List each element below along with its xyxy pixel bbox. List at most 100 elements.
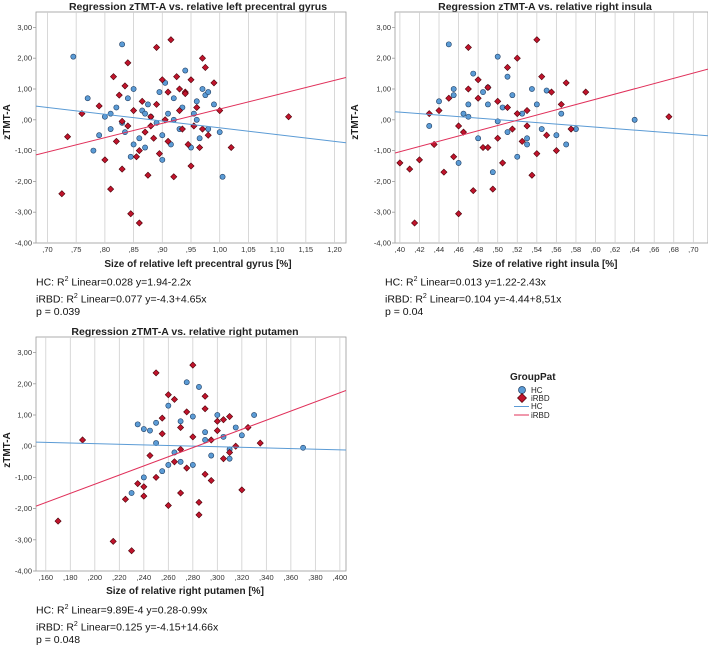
chart-left-precentral-gyrus: Regression zTMT-A vs. relative left prec… <box>2 1 347 270</box>
legend-title: GroupPat <box>510 372 556 383</box>
stat-irbd: iRBD: R2 Linear=0.077 y=-4.3+4.65x <box>36 292 207 306</box>
irbd-point <box>115 91 123 99</box>
hc-point <box>533 101 540 108</box>
y-tick-label: 3,00 <box>17 23 32 32</box>
irbd-point <box>127 210 135 218</box>
hc-point <box>470 70 477 77</box>
irbd-point <box>109 73 118 81</box>
irbd-point <box>121 82 129 90</box>
hc-point <box>202 437 208 443</box>
y-tick-label: 2,00 <box>17 54 32 63</box>
irbd-point <box>494 134 502 142</box>
hc-point <box>90 147 97 154</box>
x-tick-label: ,56 <box>551 245 561 254</box>
irbd-point <box>557 100 565 108</box>
x-axis-label: Size of relative right putamen [%] <box>106 586 264 597</box>
hc-point <box>205 126 212 132</box>
stat-hc: HC: R2 Linear=9.89E-4 y=0.28-0.99x <box>36 604 208 617</box>
hc-point <box>504 129 511 136</box>
x-tick-label: ,50 <box>492 245 502 254</box>
irbd-point <box>107 185 115 193</box>
x-tick-label: 1,10 <box>270 245 285 254</box>
hc-point <box>426 123 433 129</box>
hc-point <box>183 379 190 386</box>
hc-point <box>107 126 114 132</box>
irbd-point <box>54 517 62 525</box>
irbd-point <box>184 140 192 148</box>
irbd-point <box>523 107 531 115</box>
irbd-point <box>396 159 404 167</box>
irbd-point <box>153 100 161 108</box>
hc-point <box>159 156 166 163</box>
x-tick-label: ,60 <box>590 245 600 254</box>
hc-point <box>524 141 530 148</box>
hc-point <box>485 101 491 108</box>
irbd-point <box>459 128 467 136</box>
irbd-point <box>201 470 209 478</box>
irbd-point <box>135 219 143 227</box>
hc-point <box>182 67 189 74</box>
x-tick-label: ,68 <box>669 245 679 254</box>
hc-point <box>450 92 457 99</box>
chart-title: Regression zTMT-A vs. relative left prec… <box>69 1 327 13</box>
hc-point <box>196 135 203 142</box>
irbd-point <box>226 448 234 456</box>
hc-point <box>159 468 166 475</box>
irbd-point <box>415 156 423 164</box>
irbd-fit-line <box>36 389 346 507</box>
x-tick-label: ,44 <box>434 245 444 254</box>
x-tick-label: 1,20 <box>327 245 342 254</box>
irbd-point <box>538 73 546 81</box>
hc-point <box>165 462 172 468</box>
hc-point <box>140 474 147 481</box>
stat-hc: HC: R2 Linear=0.013 y=1.22-2.43x <box>385 276 546 289</box>
irbd-point <box>513 110 521 118</box>
hc-point <box>96 132 103 139</box>
x-tick-label: ,280 <box>186 573 201 582</box>
irbd-point <box>121 495 129 503</box>
hc-point <box>170 95 177 102</box>
x-tick-label: ,48 <box>473 245 483 254</box>
irbd-point <box>141 128 149 136</box>
irbd-point <box>219 416 227 424</box>
irbd-point <box>528 171 536 179</box>
irbd-point <box>118 165 126 173</box>
chart-right-insula: Regression zTMT-A vs. relative right ins… <box>350 1 708 270</box>
plot-frame <box>35 336 347 572</box>
x-tick-label: 1,00 <box>212 245 227 254</box>
irbd-point <box>170 173 178 181</box>
hc-point <box>130 86 137 92</box>
chart-right-putamen: Regression zTMT-A vs. relative right put… <box>2 326 347 597</box>
hc-point <box>436 98 442 105</box>
y-tick-label: -1,00 <box>15 146 32 155</box>
irbd-point <box>435 107 443 115</box>
irbd-point <box>138 97 146 105</box>
legend-hc-circle-icon <box>518 386 526 394</box>
irbd-point <box>513 54 521 62</box>
irbd-point <box>187 76 195 84</box>
hc-point <box>480 89 486 95</box>
hc-point <box>202 429 208 436</box>
irbd-point <box>499 159 507 167</box>
plot-area: ,40 ,42 ,44 ,46 ,48 ,50 ,52 ,54 ,56 ,58 ,60 ,62 ,64,… <box>374 11 708 254</box>
hc-fit-line <box>36 441 346 451</box>
hc-point <box>450 86 457 92</box>
x-tick-label: ,160 <box>38 573 53 582</box>
irbd-point <box>464 43 472 51</box>
irbd-point <box>455 122 463 130</box>
y-tick-label: -3,00 <box>15 208 32 217</box>
irbd-point <box>164 501 172 510</box>
stat-p-value: p = 0.04 <box>385 306 424 318</box>
irbd-point <box>474 94 482 102</box>
irbd-point <box>193 103 201 112</box>
hc-point <box>113 104 120 111</box>
hc-point <box>558 110 565 117</box>
stat-p-value: p = 0.039 <box>36 306 81 318</box>
y-tick-label: -1,00 <box>374 146 391 155</box>
stat-irbd: iRBD: R2 Linear=0.125 y=-4.15+14.66x <box>36 620 219 634</box>
irbd-point <box>567 125 575 133</box>
y-tick-label: ,00 <box>22 442 32 451</box>
legend-item-label: iRBD <box>531 411 550 420</box>
hc-point <box>140 426 147 432</box>
